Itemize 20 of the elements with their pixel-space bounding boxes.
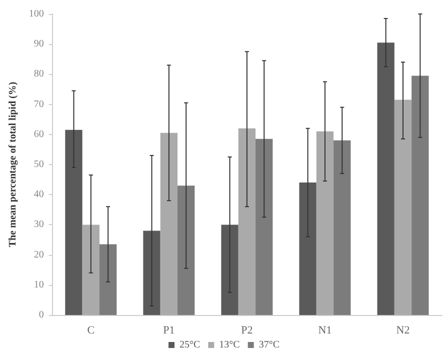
x-tick-label: P2 [241,324,253,336]
y-tick-label: 50 [34,159,44,170]
legend-label: 13°C [219,340,240,350]
x-tick-label: N2 [396,324,410,336]
x-tick-label: N1 [318,324,332,336]
y-axis-title: The mean percentage of total lipid (%) [8,82,18,248]
legend-label: 37°C [258,340,280,350]
x-tick-label: P1 [163,324,175,336]
legend-label: 25°C [179,340,200,350]
y-tick-label: 80 [34,68,44,80]
y-tick-label: 20 [34,249,44,260]
y-tick-label: 70 [34,98,44,110]
y-tick-label: 100 [28,8,44,20]
y-tick-label: 10 [34,279,44,290]
y-tick-label: 60 [34,128,44,140]
y-tick-label: 0 [38,310,44,320]
y-tick-label: 30 [34,219,44,230]
y-tick-label: 90 [34,38,44,50]
x-tick-label: C [87,324,95,336]
y-tick-label: 40 [34,189,44,200]
